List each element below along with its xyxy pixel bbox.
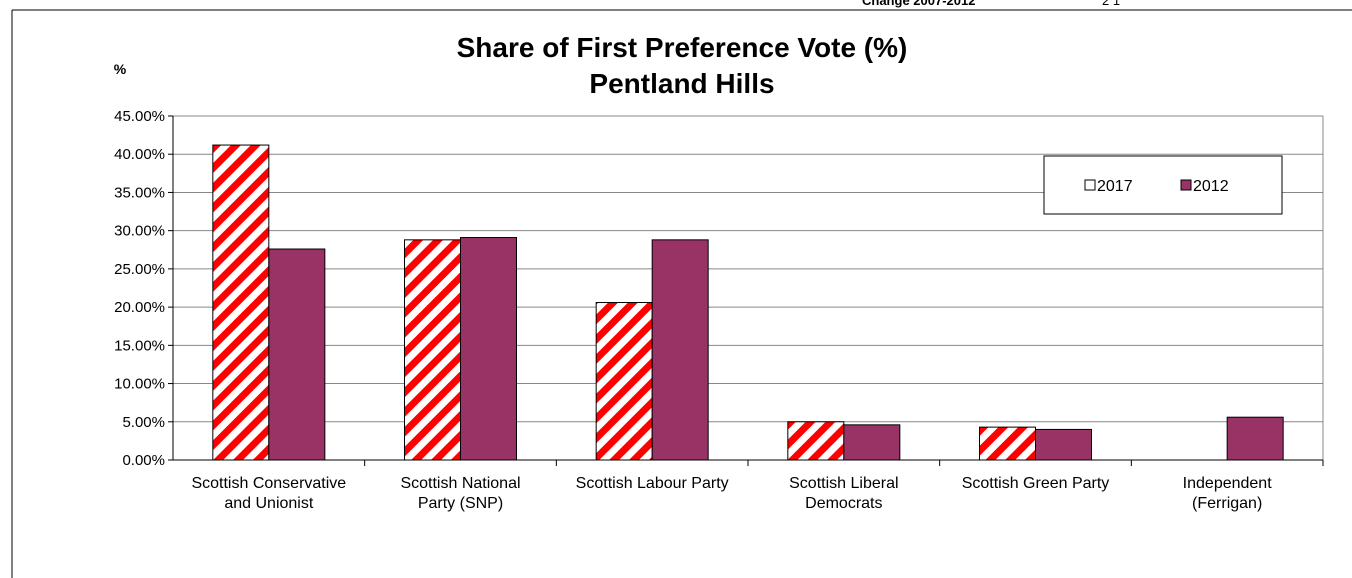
y-tick-label: 0.00% <box>122 452 165 469</box>
x-category-label: Independent <box>1183 475 1273 492</box>
y-tick-label: 10.00% <box>114 376 165 393</box>
x-category-label: (Ferrigan) <box>1192 495 1262 512</box>
bar-2017 <box>787 421 845 461</box>
bar-2017 <box>979 426 1036 461</box>
bars <box>212 144 1284 461</box>
y-axis-ticks: 0.00% 5.00% 10.00% 15.00% 20.00% 25.00% 30.00%… <box>114 108 165 469</box>
axes <box>168 115 1324 466</box>
x-category-label: and Unionist <box>224 495 314 512</box>
x-category-label: Scottish Green Party <box>962 475 1110 492</box>
bar-2012 <box>460 237 517 461</box>
y-tick-label: 25.00% <box>114 261 165 278</box>
y-tick-label: 45.00% <box>114 108 165 125</box>
x-category-label: Scottish Labour Party <box>576 475 729 492</box>
legend-swatch-2017 <box>1084 179 1096 191</box>
header-strip: Change 2007-2012 2 1 <box>0 0 1352 10</box>
gridlines <box>173 115 1324 460</box>
x-category-label: Scottish Conservative <box>191 475 346 492</box>
bar-2017 <box>595 302 653 461</box>
legend-label-2012: 2012 <box>1193 178 1229 195</box>
x-category-label: Party (SNP) <box>418 495 503 512</box>
bar-2012 <box>843 424 901 461</box>
y-tick-label: 40.00% <box>114 146 165 163</box>
bar-2012 <box>1035 428 1092 461</box>
bar-2017 <box>404 239 461 461</box>
y-tick-label: 15.00% <box>114 337 165 354</box>
y-tick-label: 5.00% <box>122 414 165 431</box>
y-tick-label: 30.00% <box>114 223 165 240</box>
y-tick-label: 20.00% <box>114 299 165 316</box>
chart-title: Share of First Preference Vote (%) <box>457 32 908 63</box>
x-category-label: Scottish Liberal <box>789 475 898 492</box>
legend-swatch-2012 <box>1180 179 1192 191</box>
x-axis-labels: Scottish Conservative and Unionist Scottis… <box>191 475 1272 512</box>
legend: 2017 2012 <box>1043 155 1283 215</box>
bar-2017 <box>212 144 270 461</box>
y-axis-label: % <box>114 61 127 77</box>
bar-2012 <box>1226 416 1284 461</box>
bar-2012 <box>268 248 326 461</box>
change-label: Change 2007-2012 <box>862 0 976 8</box>
legend-label-2017: 2017 <box>1097 178 1133 195</box>
y-tick-label: 35.00% <box>114 184 165 201</box>
chart-subtitle: Pentland Hills <box>589 68 774 99</box>
change-value: 2 1 <box>1102 0 1121 8</box>
x-category-label: Scottish National <box>400 475 520 492</box>
bar-2012 <box>651 239 709 461</box>
x-category-label: Democrats <box>805 495 882 512</box>
